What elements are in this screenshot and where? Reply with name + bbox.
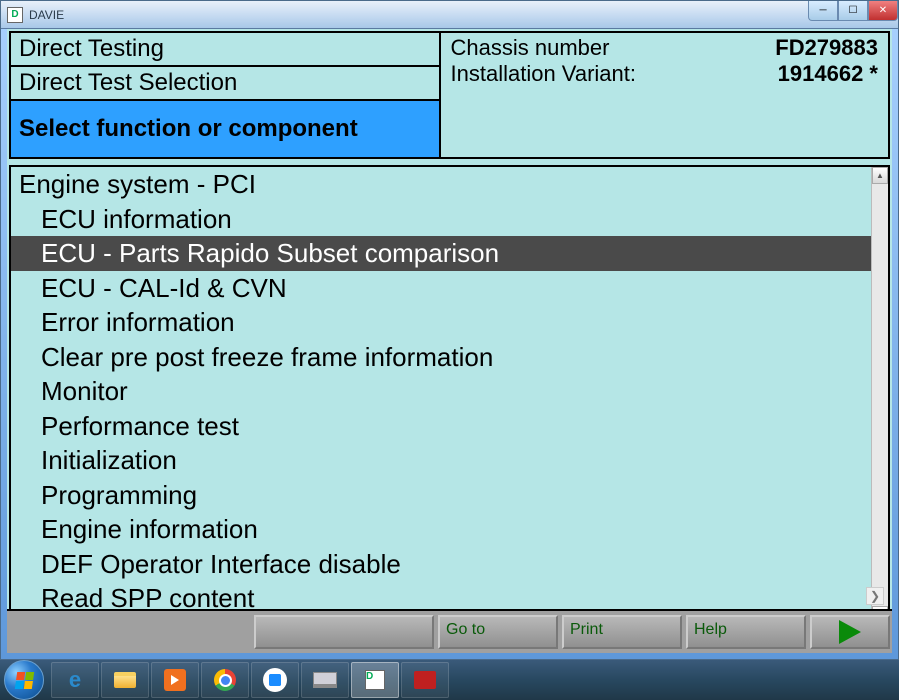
list-item[interactable]: ECU - CAL-Id & CVN — [11, 271, 871, 306]
chassis-label: Chassis number — [451, 35, 610, 61]
laptop-icon — [313, 672, 337, 688]
wmp-icon — [164, 669, 186, 691]
horizontal-scroll-right[interactable]: ❯ — [866, 587, 884, 605]
scroll-up-button[interactable]: ▲ — [872, 167, 888, 184]
play-icon — [839, 620, 861, 644]
taskbar-diagnostic[interactable] — [301, 662, 349, 698]
app-icon: D — [7, 7, 23, 23]
vehicle-info: Chassis number FD279883 Installation Var… — [441, 33, 889, 157]
davie-icon: D — [365, 670, 385, 690]
taskbar-davie[interactable]: D — [351, 662, 399, 698]
window-buttons: ─ ☐ ✕ — [808, 1, 898, 21]
list-item[interactable]: Monitor — [11, 374, 871, 409]
list-item[interactable]: ECU information — [11, 202, 871, 237]
goto-button[interactable]: Go to — [438, 615, 558, 649]
vertical-scrollbar[interactable]: ▲ ▼ — [871, 167, 888, 623]
folder-icon — [114, 672, 136, 688]
list-item[interactable]: Performance test — [11, 409, 871, 444]
ie-icon: e — [69, 667, 81, 693]
list-group-header[interactable]: Engine system - PCI — [11, 167, 871, 202]
header: Direct Testing Direct Test Selection Sel… — [9, 31, 890, 159]
variant-label: Installation Variant: — [451, 61, 636, 87]
function-list-container: Engine system - PCI ECU information ECU … — [9, 165, 890, 625]
taskbar-chrome[interactable] — [201, 662, 249, 698]
taskbar-ie[interactable]: e — [51, 662, 99, 698]
play-button[interactable] — [810, 615, 890, 649]
taskbar[interactable]: e D — [0, 660, 899, 700]
truck-icon — [414, 671, 436, 689]
app-window: D DAVIE ─ ☐ ✕ Direct Testing Direct Test… — [0, 0, 899, 660]
list-item[interactable]: Engine information — [11, 512, 871, 547]
maximize-button[interactable]: ☐ — [838, 1, 868, 21]
windows-logo-icon — [14, 672, 33, 689]
toolbar-blank[interactable] — [254, 615, 434, 649]
window-title: DAVIE — [29, 8, 64, 22]
breadcrumb-item[interactable]: Direct Testing — [11, 33, 439, 67]
help-button[interactable]: Help — [686, 615, 806, 649]
list-item[interactable]: Programming — [11, 478, 871, 513]
close-button[interactable]: ✕ — [868, 1, 898, 21]
minimize-button[interactable]: ─ — [808, 1, 838, 21]
list-item-selected[interactable]: ECU - Parts Rapido Subset comparison — [11, 236, 871, 271]
breadcrumb-item-active[interactable]: Select function or component — [11, 101, 439, 157]
taskbar-explorer[interactable] — [101, 662, 149, 698]
list-item[interactable]: Clear pre post freeze frame information — [11, 340, 871, 375]
chrome-icon — [214, 669, 236, 691]
print-button[interactable]: Print — [562, 615, 682, 649]
scroll-track[interactable] — [872, 184, 888, 606]
chassis-value: FD279883 — [775, 35, 878, 61]
title-bar[interactable]: D DAVIE ─ ☐ ✕ — [1, 1, 898, 29]
start-button[interactable] — [4, 660, 44, 700]
teamviewer-icon — [263, 668, 287, 692]
list-item[interactable]: Initialization — [11, 443, 871, 478]
client-area: Direct Testing Direct Test Selection Sel… — [7, 29, 892, 653]
breadcrumb: Direct Testing Direct Test Selection Sel… — [11, 33, 441, 157]
breadcrumb-item[interactable]: Direct Test Selection — [11, 67, 439, 101]
variant-value: 1914662 * — [778, 61, 878, 87]
list-item[interactable]: DEF Operator Interface disable — [11, 547, 871, 582]
list-item[interactable]: Error information — [11, 305, 871, 340]
taskbar-truck[interactable] — [401, 662, 449, 698]
taskbar-media-player[interactable] — [151, 662, 199, 698]
taskbar-teamviewer[interactable] — [251, 662, 299, 698]
function-list[interactable]: Engine system - PCI ECU information ECU … — [11, 167, 871, 623]
toolbar: Go to Print Help — [7, 609, 892, 653]
